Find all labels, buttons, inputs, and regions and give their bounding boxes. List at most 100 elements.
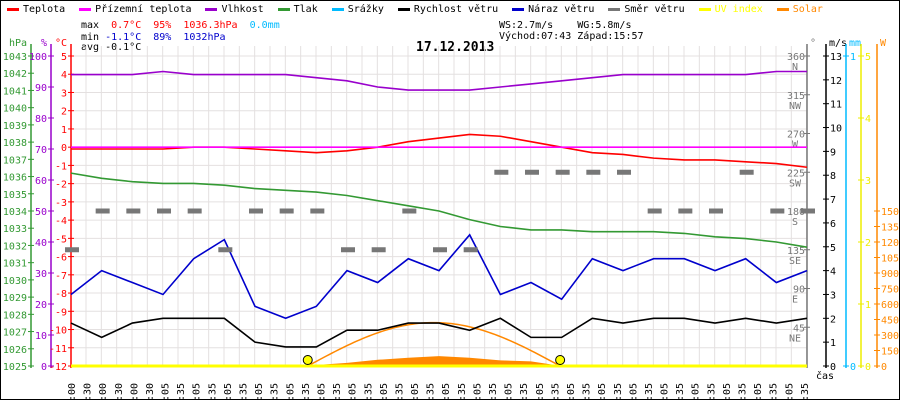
wind-direction-mark — [218, 247, 233, 253]
temperature-tick-label: -4 — [55, 216, 67, 227]
wind-direction-mark — [647, 208, 662, 214]
humidity-tick-label: 50 — [35, 207, 47, 218]
pressure-tick-label: 1032 — [3, 241, 27, 252]
temperature-tick-label: -5 — [55, 234, 67, 245]
wind-direction-mark — [739, 169, 754, 175]
uv-tick-label: 2 — [865, 238, 871, 249]
x-tick-label: 21:35 — [738, 383, 749, 399]
wind-direction-mark — [341, 247, 355, 253]
legend-label: Přízemní teplota — [95, 4, 192, 15]
humidity-tick-label: 60 — [35, 176, 47, 187]
pressure-tick-label: 1025 — [3, 362, 27, 373]
humidity-axis-unit: % — [41, 38, 47, 49]
legend-swatch — [79, 7, 92, 11]
wind-direction-mark — [157, 208, 171, 214]
direction-tick-label: 270 — [787, 130, 805, 141]
temperature-tick-label: -1 — [55, 161, 67, 172]
solar-tick-label: 750 — [881, 285, 899, 296]
x-tick-label: 18:35 — [644, 383, 655, 399]
pressure-tick-label: 1035 — [3, 190, 27, 201]
x-tick-label: 07:35 — [301, 383, 312, 399]
legend: Teplota Přízemní teplota Vlhkost Tlak Srážky… — [7, 4, 823, 15]
legend-label: Náraz větru — [528, 4, 595, 15]
wind-tick-label: 3 — [830, 290, 836, 301]
wind-tick-label: 11 — [830, 100, 842, 111]
direction-tick-label: 360 — [787, 52, 805, 63]
legend-label: Rychlost větru — [413, 4, 499, 15]
x-tick-label: 03:05 — [161, 383, 172, 399]
legend-item: Rychlost větru — [397, 4, 499, 15]
direction-tick-compass: W — [792, 140, 799, 151]
pressure-tick-label: 1038 — [3, 138, 27, 149]
solar-tick-label: 450 — [881, 316, 899, 327]
legend-label: Směr větru — [624, 4, 685, 15]
solar-tick-label: 0 — [881, 362, 887, 373]
stats-sun: Východ:07:43 Západ:15:57 — [499, 31, 644, 42]
legend-label: Tlak — [293, 4, 318, 15]
pressure-axis-unit: hPa — [9, 38, 27, 49]
uv-tick-label: 3 — [865, 176, 871, 187]
x-tick-label: 16:05 — [566, 383, 577, 399]
solar-tick-label: 1050 — [881, 254, 899, 265]
pressure-tick-label: 1041 — [3, 86, 27, 97]
wind-direction-mark — [770, 208, 785, 214]
x-tick-label: 02:00 — [129, 383, 140, 399]
direction-tick-label: 315 — [787, 91, 805, 102]
temperature-tick-label: -8 — [55, 289, 67, 300]
x-tick-label: 04:05 — [192, 383, 203, 399]
pressure-tick-label: 1033 — [3, 224, 27, 235]
legend-swatch — [776, 7, 789, 11]
legend-item: UV index — [698, 4, 763, 15]
x-tick-label: 22:35 — [769, 383, 780, 399]
x-tick-label: 00:00 — [67, 383, 78, 399]
x-tick-label: 00:30 — [83, 383, 94, 399]
x-tick-label: 07:05 — [285, 383, 296, 399]
x-tick-label: 11:35 — [426, 383, 437, 399]
temperature-tick-label: -11 — [49, 344, 67, 355]
wind-direction-mark — [678, 208, 693, 214]
temperature-tick-label: -12 — [49, 362, 67, 373]
x-tick-label: 08:05 — [316, 383, 327, 399]
direction-tick-label: 45 — [793, 323, 805, 334]
wind-direction-mark — [249, 208, 263, 214]
temperature-tick-label: 1 — [61, 125, 67, 136]
temperature-tick-label: -9 — [55, 307, 67, 318]
legend-item: Náraz větru — [512, 4, 594, 15]
pressure-tick-label: 1030 — [3, 276, 27, 287]
wind-tick-label: 0 — [830, 362, 836, 373]
solar-tick-label: 300 — [881, 331, 899, 342]
legend-item: Srážky — [331, 4, 384, 15]
temperature-tick-label: 0 — [61, 143, 67, 154]
pressure-tick-label: 1034 — [3, 207, 27, 218]
legend-item: Tlak — [277, 4, 318, 15]
legend-label: Solar — [792, 4, 823, 15]
x-tick-label: 19:05 — [660, 383, 671, 399]
x-tick-label: 20:05 — [691, 383, 702, 399]
uv-tick-label: 4 — [865, 114, 871, 125]
pressure-tick-label: 1037 — [3, 155, 27, 166]
pressure-tick-label: 1031 — [3, 259, 27, 270]
solar-tick-label: 1200 — [881, 238, 899, 249]
x-tick-label: 19:35 — [675, 383, 686, 399]
wind-tick-label: 12 — [830, 76, 842, 87]
wind-direction-mark — [555, 169, 570, 175]
x-tick-label: 05:05 — [223, 383, 234, 399]
wind-direction-mark — [371, 247, 386, 253]
temperature-tick-label: -3 — [55, 198, 67, 209]
solar-axis-unit: W — [880, 38, 887, 49]
direction-axis-unit: ° — [810, 38, 816, 49]
x-tick-label: 15:35 — [550, 383, 561, 399]
wind-direction-mark — [310, 208, 325, 214]
legend-label: Vlhkost — [221, 4, 264, 15]
legend-label: Srážky — [347, 4, 384, 15]
x-tick-label: 04:35 — [207, 383, 218, 399]
x-tick-label: 17:35 — [613, 383, 624, 399]
wind-direction-mark — [402, 208, 417, 214]
legend-swatch — [205, 7, 218, 11]
direction-tick-compass: NW — [789, 101, 802, 112]
legend-item: Směr větru — [608, 4, 685, 15]
wind-direction-mark — [525, 169, 539, 175]
legend-item: Vlhkost — [205, 4, 264, 15]
humidity-tick-label: 0 — [41, 362, 47, 373]
